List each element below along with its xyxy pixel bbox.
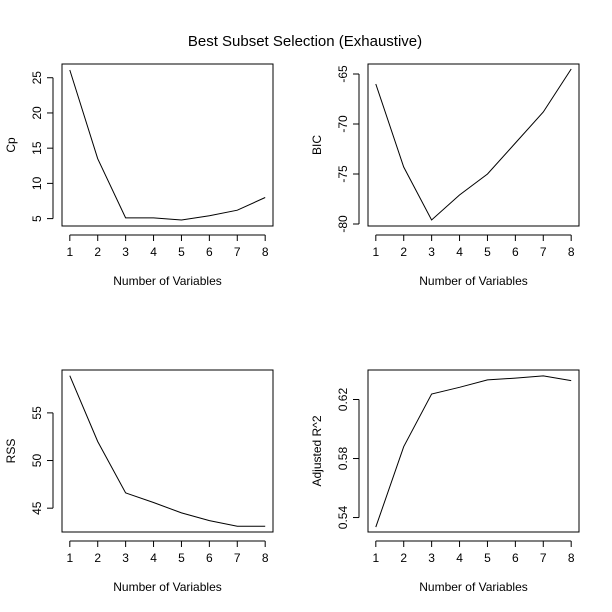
bic-x-axis-label: Number of Variables [419,274,528,288]
adjusted-r2-x-axis-label: Number of Variables [419,580,528,594]
adjusted-r2-y-tick-label: 0.58 [336,447,350,471]
rss-plot-frame [61,369,274,533]
adjusted-r2-x-tick-label: 8 [568,551,575,565]
adjusted-r2-x-tick-label: 5 [484,551,491,565]
figure-title: Best Subset Selection (Exhaustive) [188,33,422,50]
cp-plot-frame [61,63,274,227]
adjusted-r2-x-tick-label: 6 [512,551,519,565]
bic-x-tick-label: 7 [540,245,547,259]
cp-x-tick-label: 7 [234,245,241,259]
rss-x-tick-label: 3 [122,551,129,565]
bic-y-tick-label: -80 [336,215,350,233]
cp-x-tick-label: 5 [178,245,185,259]
bic-y-axis-label: BIC [310,135,324,155]
panel-adjusted-r2: 1 2 3 4 5 6 7 8 0.54 0.58 0.62 Number of Variables A… [310,369,580,594]
cp-y-tick-label: 15 [30,141,44,155]
adjusted-r2-series-line [375,375,572,528]
cp-y-tick-label: 10 [30,176,44,190]
bic-x-tick-label: 5 [484,245,491,259]
bic-y-tick-label: -75 [336,165,350,183]
adjusted-r2-y-tick-label: 0.62 [336,388,350,412]
bic-x-tick-label: 6 [512,245,519,259]
bic-series-line [375,68,572,221]
panel-bic: 1 2 3 4 5 6 7 8 -80 -75 -70 -65 Number of Variables B… [310,63,580,288]
bic-x-tick-label: 8 [568,245,575,259]
bic-x-tick-label: 1 [372,245,379,259]
cp-y-tick-label: 20 [30,106,44,120]
bic-plot-frame [367,63,580,227]
bic-x-tick-label: 3 [428,245,435,259]
adjusted-r2-x-tick-label: 4 [456,551,463,565]
adjusted-r2-y-axis-label: Adjusted R^2 [310,415,324,486]
bic-x-tick-label: 2 [400,245,407,259]
adjusted-r2-x-tick-label: 3 [428,551,435,565]
cp-x-tick-label: 2 [94,245,101,259]
cp-y-tick-label: 5 [30,215,44,222]
rss-y-axis-label: RSS [4,439,18,464]
adjusted-r2-plot-frame [367,369,580,533]
cp-x-tick-label: 1 [66,245,73,259]
rss-y-tick-label: 55 [30,406,44,420]
adjusted-r2-x-tick-label: 7 [540,551,547,565]
rss-y-tick-label: 50 [30,454,44,468]
adjusted-r2-y-tick-label: 0.54 [336,506,350,530]
cp-x-axis-label: Number of Variables [113,274,222,288]
rss-series-line [69,375,266,527]
bic-y-tick-label: -65 [336,65,350,83]
cp-series-line [69,69,266,221]
cp-x-tick-label: 4 [150,245,157,259]
cp-y-tick-label: 25 [30,71,44,85]
rss-x-tick-label: 6 [206,551,213,565]
bic-x-tick-label: 4 [456,245,463,259]
adjusted-r2-x-tick-label: 2 [400,551,407,565]
cp-x-tick-label: 6 [206,245,213,259]
rss-x-tick-label: 2 [94,551,101,565]
panel-cp: 1 2 3 4 5 6 7 8 5 10 15 20 25 Number of Variables Cp [4,63,274,288]
cp-x-tick-label: 3 [122,245,129,259]
bic-y-tick-label: -70 [336,115,350,133]
rss-y-tick-label: 45 [30,501,44,515]
rss-x-tick-label: 1 [66,551,73,565]
rss-x-tick-label: 8 [262,551,269,565]
rss-x-axis-label: Number of Variables [113,580,222,594]
rss-x-tick-label: 7 [234,551,241,565]
rss-x-tick-label: 4 [150,551,157,565]
rss-x-tick-label: 5 [178,551,185,565]
adjusted-r2-x-tick-label: 1 [372,551,379,565]
cp-y-axis-label: Cp [4,137,18,153]
cp-x-tick-label: 8 [262,245,269,259]
